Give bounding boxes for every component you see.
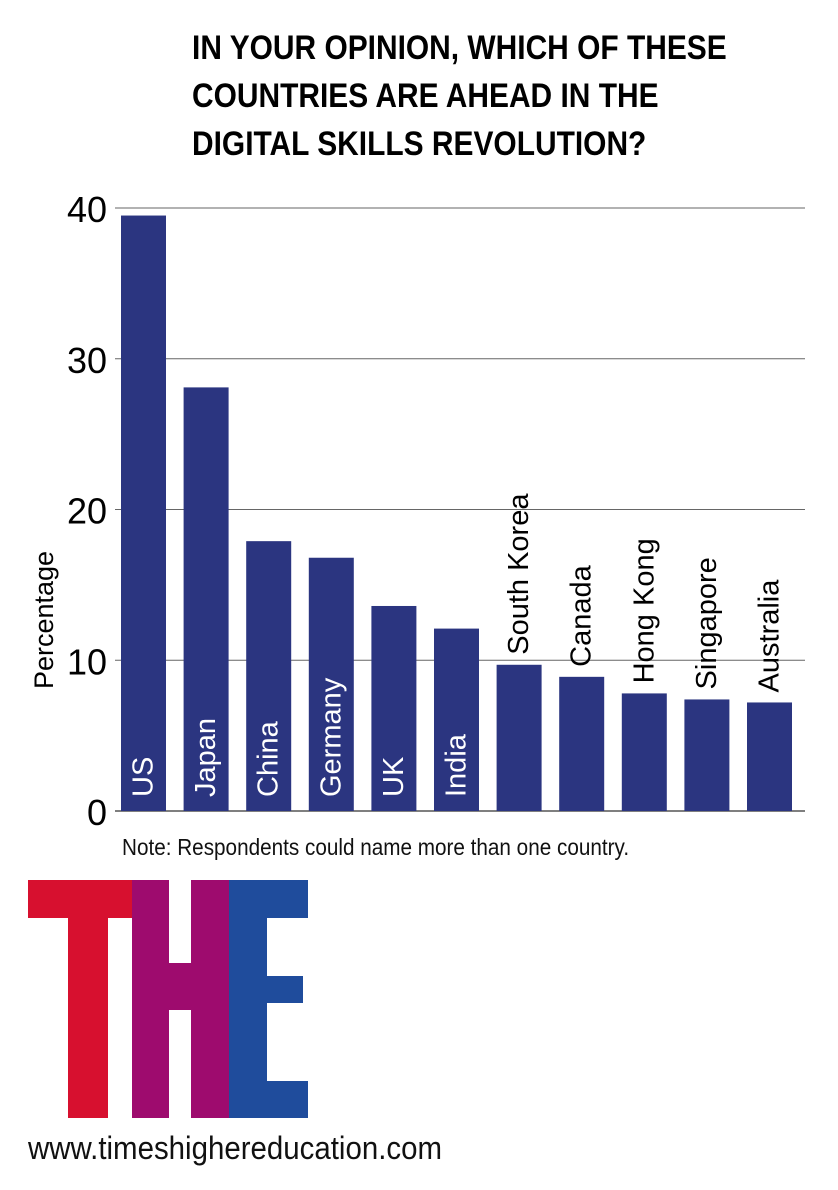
y-tick-label-40: 40 bbox=[67, 190, 107, 230]
bar-label-canada: Canada bbox=[566, 564, 598, 666]
the-logo bbox=[28, 880, 308, 1118]
bar-label-uk: UK bbox=[378, 756, 410, 797]
bar-label-australia: Australia bbox=[754, 579, 786, 693]
y-tick-label-30: 30 bbox=[67, 340, 107, 381]
website-url: www.timeshighereducation.com bbox=[28, 1130, 442, 1166]
bar-south-korea bbox=[496, 664, 542, 811]
bar-chart: 0 10 20 30 40 US Japan China Germany UK India Sout… bbox=[29, 190, 805, 830]
chart-title-line-2: COUNTRIES ARE AHEAD IN THE bbox=[192, 77, 659, 115]
bar-label-china: China bbox=[253, 720, 285, 797]
bar-germany bbox=[308, 557, 354, 811]
bars bbox=[121, 215, 792, 812]
bar-china bbox=[246, 541, 292, 811]
chart-title: IN YOUR OPINION, WHICH OF THESE COUNTRIE… bbox=[192, 24, 738, 168]
bar-singapore bbox=[684, 699, 730, 811]
bar-labels: US Japan China Germany UK India South Korea Can… bbox=[128, 493, 786, 797]
bar-label-japan: Japan bbox=[190, 718, 222, 797]
bar-japan bbox=[183, 387, 229, 811]
y-tick-label-0: 0 bbox=[87, 792, 107, 830]
y-tick-label-20: 20 bbox=[67, 491, 107, 532]
y-tick-label-10: 10 bbox=[67, 641, 107, 682]
bar-label-india: India bbox=[441, 733, 473, 797]
bar-label-hong-kong: Hong Kong bbox=[628, 538, 660, 683]
y-axis-ticks: 0 10 20 30 40 bbox=[67, 190, 107, 830]
bar-label-germany: Germany bbox=[315, 677, 347, 797]
bar-canada bbox=[559, 676, 605, 811]
chart-title-line-1: IN YOUR OPINION, WHICH OF THESE bbox=[192, 29, 727, 67]
logo-letter-h bbox=[132, 880, 229, 1118]
bar-label-us: US bbox=[128, 757, 160, 797]
logo-letter-e bbox=[229, 880, 308, 1118]
bar-us bbox=[121, 215, 166, 812]
bar-label-south-korea: South Korea bbox=[503, 493, 535, 655]
bar-india bbox=[434, 628, 479, 811]
logo-letter-t bbox=[28, 880, 150, 1118]
chart-title-line-3: DIGITAL SKILLS REVOLUTION? bbox=[192, 125, 647, 163]
y-axis-label: Percentage bbox=[29, 551, 59, 689]
bar-australia bbox=[747, 702, 792, 811]
chart-note: Note: Respondents could name more than o… bbox=[122, 834, 630, 860]
bar-label-singapore: Singapore bbox=[691, 557, 723, 689]
bar-hong-kong bbox=[621, 693, 667, 811]
bar-uk bbox=[371, 605, 417, 811]
